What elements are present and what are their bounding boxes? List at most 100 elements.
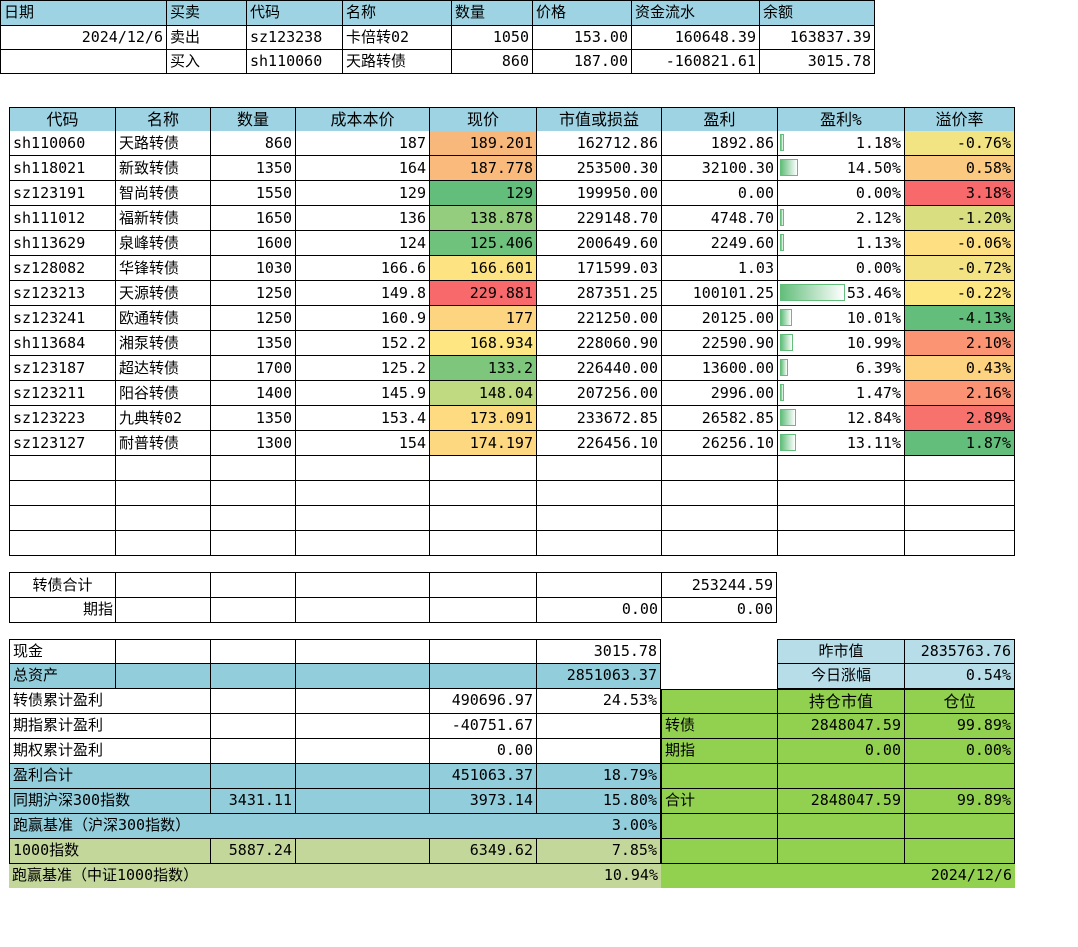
- empty-cell[interactable]: [115, 506, 210, 531]
- holdings-cell-code[interactable]: sz123223: [9, 406, 115, 431]
- holdings-cell-value[interactable]: 221250.00: [536, 306, 661, 331]
- holdings-cell-code[interactable]: sz123241: [9, 306, 115, 331]
- holdings-cell-qty[interactable]: 1400: [210, 381, 295, 406]
- holdings-cell-profit[interactable]: 100101.25: [661, 281, 777, 306]
- profit-total-value[interactable]: 451063.37: [429, 764, 536, 789]
- holdings-cell-qty[interactable]: 1350: [210, 156, 295, 181]
- holdings-cell-cost[interactable]: 160.9: [295, 306, 429, 331]
- holdings-cell-code[interactable]: sh111012: [9, 206, 115, 231]
- holdings-cell-cost[interactable]: 187: [295, 131, 429, 156]
- holdings-cell-cost[interactable]: 154: [295, 431, 429, 456]
- holdings-cell-qty[interactable]: 1250: [210, 306, 295, 331]
- fut-hold[interactable]: 0.00: [777, 739, 904, 764]
- trade-cell[interactable]: 卖出: [166, 26, 246, 50]
- holdings-cell-premium[interactable]: -0.22%: [904, 281, 1015, 306]
- holdings-cell-pct[interactable]: 14.50%: [777, 156, 904, 181]
- trade-cell[interactable]: 860: [451, 50, 532, 74]
- empty-cell[interactable]: [777, 481, 904, 506]
- holdings-cell-premium[interactable]: 2.16%: [904, 381, 1015, 406]
- holdings-cell-pct[interactable]: 0.00%: [777, 256, 904, 281]
- holdings-cell-pct[interactable]: 10.99%: [777, 331, 904, 356]
- holdings-cell-profit[interactable]: 26582.85: [661, 406, 777, 431]
- trade-cell[interactable]: 天路转债: [342, 50, 451, 74]
- cb-cum-pct[interactable]: 24.53%: [536, 689, 661, 714]
- holdings-cell-value[interactable]: 287351.25: [536, 281, 661, 306]
- cb-hold[interactable]: 2848047.59: [777, 714, 904, 739]
- empty-cell[interactable]: [904, 481, 1015, 506]
- holdings-cell-price[interactable]: 166.601: [429, 256, 536, 281]
- empty-cell[interactable]: [904, 531, 1015, 556]
- empty-cell[interactable]: [295, 689, 429, 714]
- holdings-cell-qty[interactable]: 1550: [210, 181, 295, 206]
- holdings-cell-name[interactable]: 智尚转债: [115, 181, 210, 206]
- empty-cell[interactable]: [210, 739, 295, 764]
- sum-hold[interactable]: 2848047.59: [777, 789, 904, 814]
- holdings-cell-qty[interactable]: 860: [210, 131, 295, 156]
- sum-pos[interactable]: 99.89%: [904, 789, 1015, 814]
- holdings-cell-pct[interactable]: 6.39%: [777, 356, 904, 381]
- holdings-cell-price[interactable]: 148.04: [429, 381, 536, 406]
- holdings-cell-cost[interactable]: 149.8: [295, 281, 429, 306]
- holdings-cell-pct[interactable]: 1.13%: [777, 231, 904, 256]
- holdings-cell-profit[interactable]: 0.00: [661, 181, 777, 206]
- holdings-cell-name[interactable]: 九典转02: [115, 406, 210, 431]
- holdings-cell-premium[interactable]: 2.10%: [904, 331, 1015, 356]
- trade-cell[interactable]: [0, 50, 166, 74]
- holdings-cell-premium[interactable]: -1.20%: [904, 206, 1015, 231]
- holdings-cell-name[interactable]: 阳谷转债: [115, 381, 210, 406]
- empty-cell[interactable]: [536, 506, 661, 531]
- empty-cell[interactable]: [661, 764, 777, 789]
- empty-cell[interactable]: [295, 664, 429, 689]
- holdings-cell-name[interactable]: 泉峰转债: [115, 231, 210, 256]
- holdings-cell-pct[interactable]: 0.00%: [777, 181, 904, 206]
- holdings-cell-pct[interactable]: 12.84%: [777, 406, 904, 431]
- empty-cell[interactable]: [210, 572, 295, 598]
- holdings-cell-cost[interactable]: 124: [295, 231, 429, 256]
- holdings-cell-code[interactable]: sz123213: [9, 281, 115, 306]
- holdings-cell-price[interactable]: 187.778: [429, 156, 536, 181]
- empty-cell[interactable]: [904, 764, 1015, 789]
- holdings-cell-name[interactable]: 欧通转债: [115, 306, 210, 331]
- empty-cell[interactable]: [429, 531, 536, 556]
- holdings-cell-code[interactable]: sz123211: [9, 381, 115, 406]
- empty-cell[interactable]: [210, 664, 295, 689]
- empty-cell[interactable]: [904, 506, 1015, 531]
- empty-cell[interactable]: [661, 531, 777, 556]
- empty-cell[interactable]: [295, 714, 429, 739]
- empty-cell[interactable]: [536, 531, 661, 556]
- holdings-cell-price[interactable]: 189.201: [429, 131, 536, 156]
- holdings-cell-qty[interactable]: 1700: [210, 356, 295, 381]
- trade-cell[interactable]: 187.00: [532, 50, 631, 74]
- holdings-cell-profit[interactable]: 13600.00: [661, 356, 777, 381]
- holdings-cell-qty[interactable]: 1030: [210, 256, 295, 281]
- empty-cell[interactable]: [9, 506, 115, 531]
- empty-cell[interactable]: [429, 572, 536, 598]
- empty-cell[interactable]: [115, 664, 210, 689]
- fut-cum-value[interactable]: -40751.67: [429, 714, 536, 739]
- holdings-cell-value[interactable]: 200649.60: [536, 231, 661, 256]
- empty-cell[interactable]: [904, 814, 1015, 839]
- empty-cell[interactable]: [9, 481, 115, 506]
- empty-cell[interactable]: [295, 481, 429, 506]
- empty-cell[interactable]: [295, 839, 429, 864]
- cb-total-value[interactable]: 253244.59: [661, 572, 777, 598]
- futures-profit[interactable]: 0.00: [661, 598, 777, 623]
- holdings-cell-pct[interactable]: 1.18%: [777, 131, 904, 156]
- empty-cell[interactable]: [429, 639, 536, 664]
- empty-cell[interactable]: [777, 764, 904, 789]
- empty-cell[interactable]: [295, 739, 429, 764]
- hs300-now[interactable]: 3973.14: [429, 789, 536, 814]
- trade-cell[interactable]: 买入: [166, 50, 246, 74]
- empty-cell[interactable]: [295, 506, 429, 531]
- holdings-cell-price[interactable]: 125.406: [429, 231, 536, 256]
- empty-cell[interactable]: [295, 572, 429, 598]
- empty-cell[interactable]: [295, 456, 429, 481]
- hs300-pct[interactable]: 15.80%: [536, 789, 661, 814]
- empty-cell[interactable]: [210, 598, 295, 623]
- holdings-cell-code[interactable]: sh110060: [9, 131, 115, 156]
- report-date[interactable]: 2024/12/6: [661, 864, 1015, 888]
- total-assets-value[interactable]: 2851063.37: [536, 664, 661, 689]
- holdings-cell-qty[interactable]: 1600: [210, 231, 295, 256]
- empty-cell[interactable]: [210, 456, 295, 481]
- empty-cell[interactable]: [115, 481, 210, 506]
